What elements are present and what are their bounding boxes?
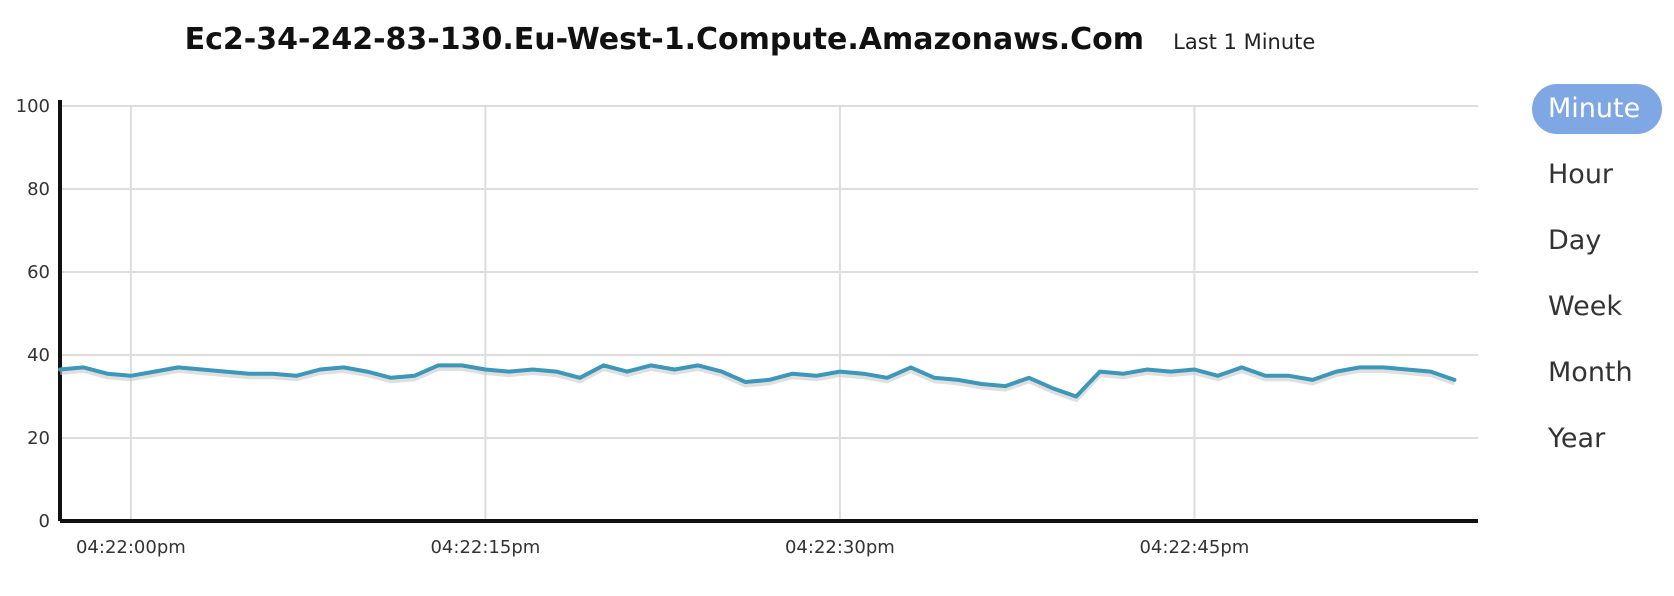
range-button-year[interactable]: Year	[1548, 423, 1606, 454]
chart-subtitle: Last 1 Minute	[1173, 30, 1316, 54]
range-button-day[interactable]: Day	[1548, 225, 1602, 256]
y-tick-label: 40	[27, 345, 50, 366]
chart-title: Ec2-34-242-83-130.Eu-West-1.Compute.Amaz…	[184, 22, 1145, 57]
chart-header: Ec2-34-242-83-130.Eu-West-1.Compute.Amaz…	[0, 22, 1500, 57]
y-tick-label: 0	[39, 511, 50, 532]
range-button-week[interactable]: Week	[1548, 291, 1622, 322]
series-line-0	[58, 363, 1457, 399]
range-button-hour[interactable]: Hour	[1548, 159, 1614, 190]
x-tick-label: 04:22:00pm	[76, 537, 186, 558]
x-tick-label: 04:22:45pm	[1139, 537, 1249, 558]
y-tick-label: 80	[27, 179, 50, 200]
y-tick-label: 60	[27, 262, 50, 283]
range-button-minute[interactable]: Minute	[1532, 84, 1662, 134]
y-tick-label: 100	[16, 96, 50, 117]
y-tick-label: 20	[27, 428, 50, 449]
series-line-shadow	[59, 365, 1456, 402]
x-tick-label: 04:22:15pm	[430, 537, 540, 558]
x-tick-label: 04:22:30pm	[785, 537, 895, 558]
time-range-menu: Minute Hour Day Week Month Year	[1532, 84, 1662, 480]
range-button-month[interactable]: Month	[1548, 357, 1633, 388]
line-chart: 0 20 40 60 80 100 04:22:00pm 04:22:15pm 04:22:30…	[16, 96, 1478, 558]
